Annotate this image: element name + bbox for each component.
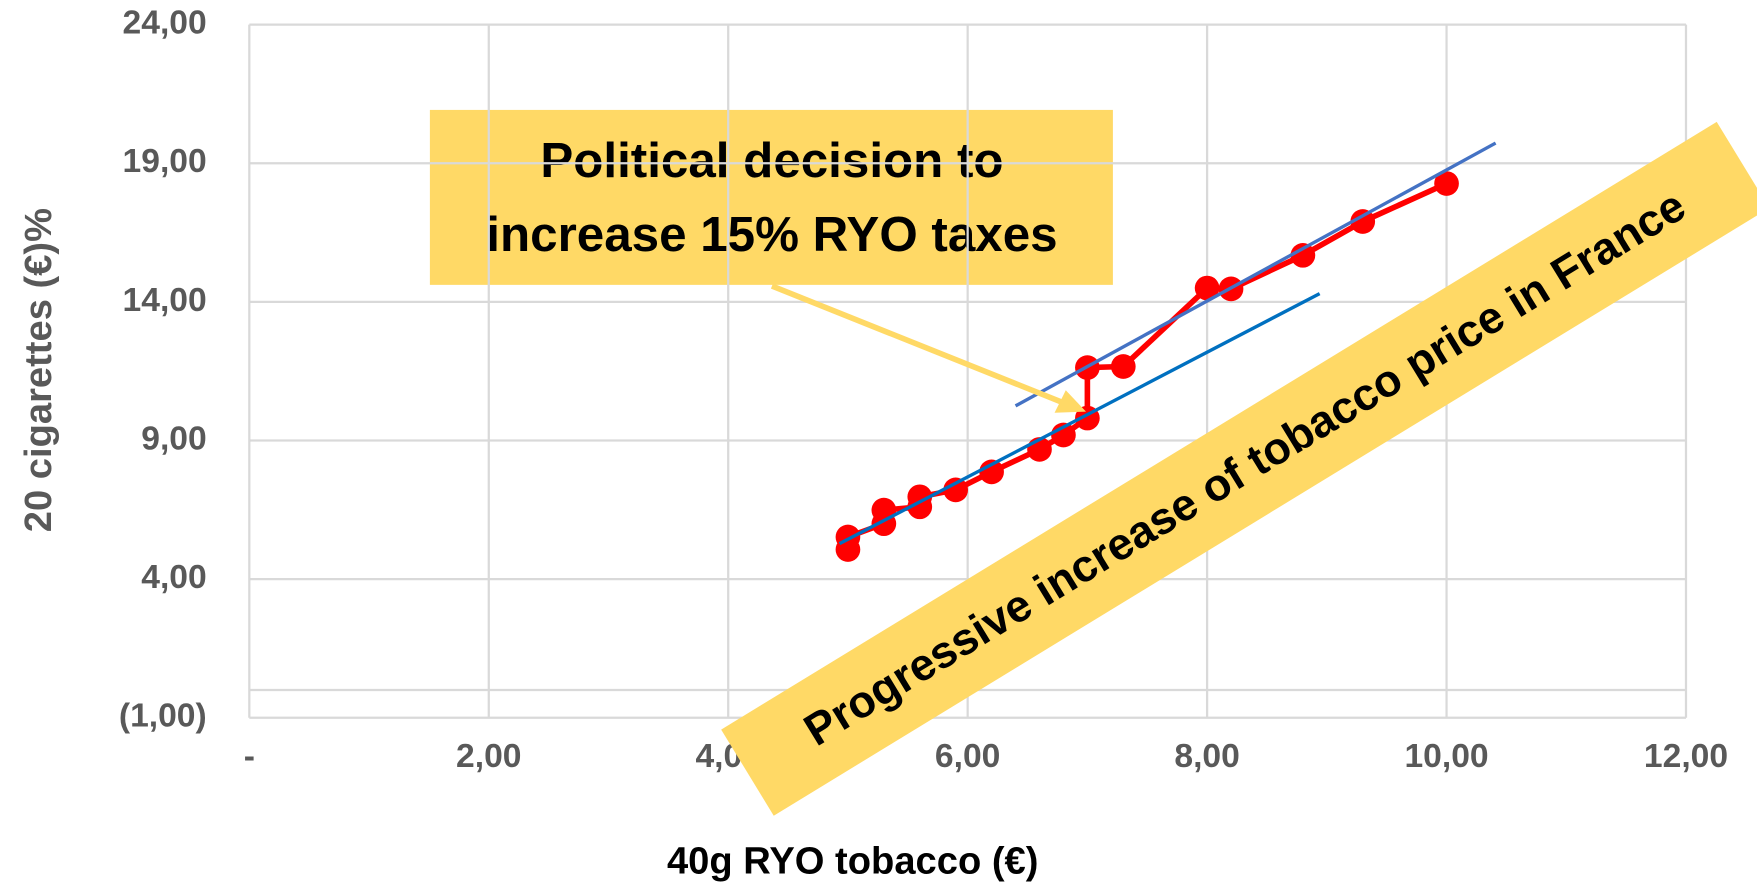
x-tick-label: 12,00 <box>1644 738 1728 775</box>
data-point <box>835 524 861 550</box>
x-tick-label: 6,00 <box>935 738 1000 775</box>
data-point <box>1350 209 1376 234</box>
annotation: Political decision to <box>540 133 1003 188</box>
x-tick-label: 8,00 <box>1174 738 1239 775</box>
y-tick-label: 24,00 <box>123 5 207 42</box>
arrow-head <box>1054 390 1086 413</box>
data-point <box>979 459 1004 485</box>
banner-box <box>721 121 1757 816</box>
callout-arrow <box>770 283 1067 407</box>
y-tick-label: (1,00) <box>119 698 207 735</box>
data-point <box>943 477 969 503</box>
data-point <box>907 484 933 510</box>
data-point <box>1290 242 1316 268</box>
data-point <box>1110 354 1136 379</box>
annotation: increase 15% RYO taxes <box>486 207 1057 262</box>
y-axis-title: 20 cigarettes (€)% <box>17 208 60 532</box>
trend-line <box>1014 141 1497 408</box>
x-tick-label: 2,00 <box>456 738 521 775</box>
x-axis-title: 40g RYO tobacco (€) <box>667 840 1038 883</box>
y-tick-label: 4,00 <box>141 559 206 596</box>
y-tick-label: 14,00 <box>123 282 207 319</box>
callout-box <box>429 109 1113 285</box>
trend-line <box>838 292 1321 546</box>
data-point <box>1434 171 1459 196</box>
y-tick-label: 9,00 <box>141 420 206 457</box>
x-tick-label: - <box>244 738 255 775</box>
data-point <box>1194 275 1220 301</box>
x-tick-label: 10,00 <box>1404 738 1488 775</box>
y-tick-label: 19,00 <box>123 143 207 180</box>
